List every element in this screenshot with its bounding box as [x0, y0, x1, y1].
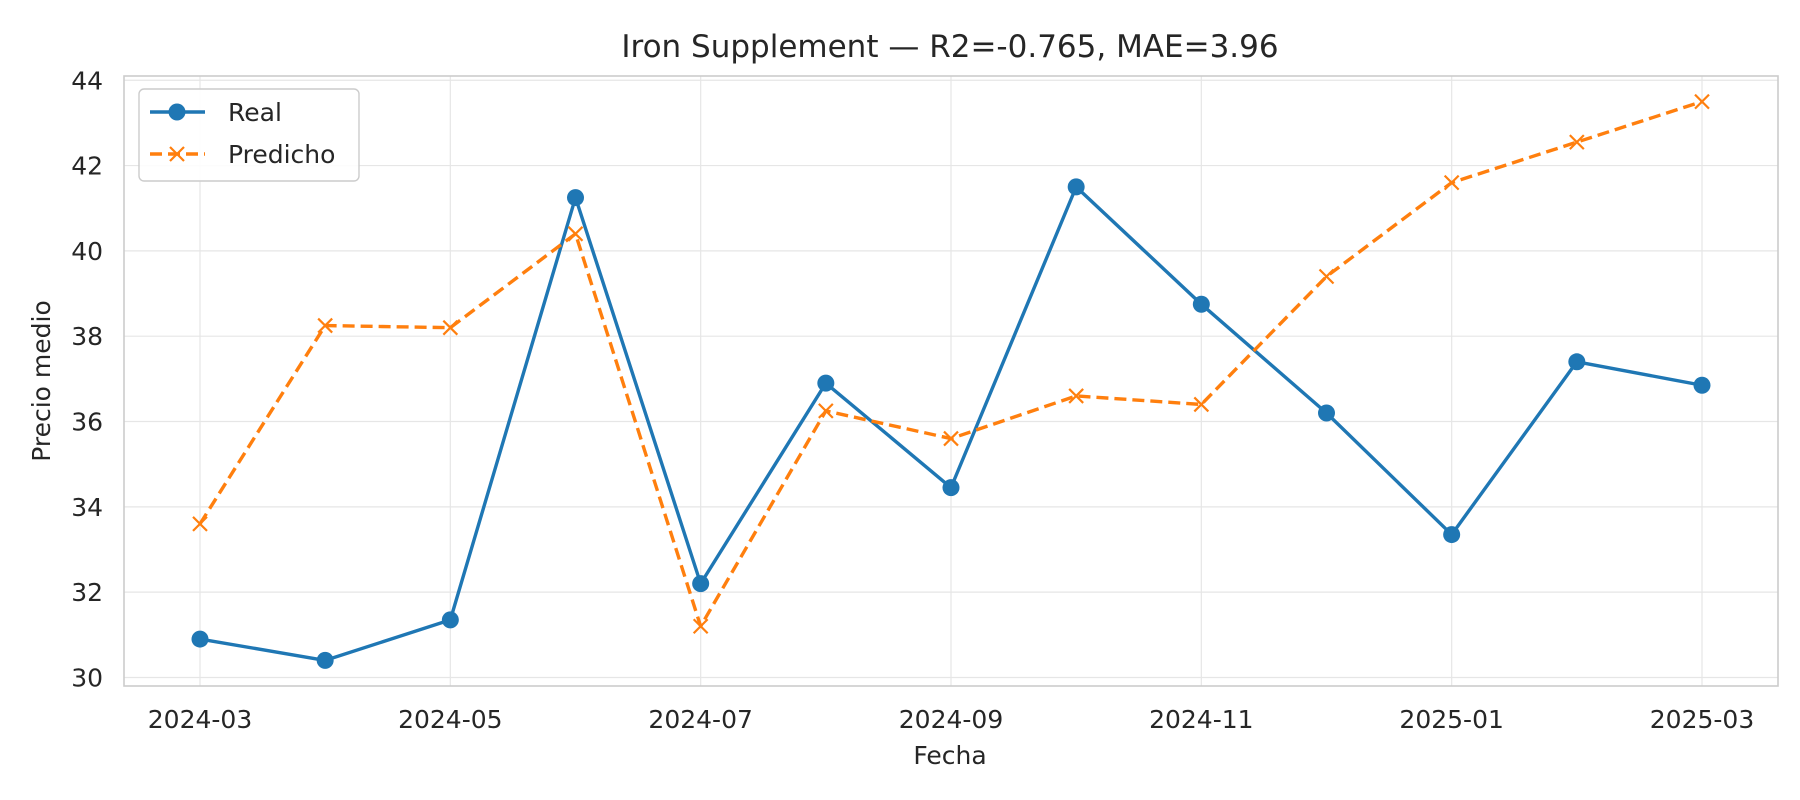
x-tick-label: 2025-03	[1650, 705, 1754, 734]
data-point	[1067, 178, 1085, 196]
legend-label: Real	[228, 98, 282, 127]
legend-label: Predicho	[228, 140, 335, 169]
data-point	[441, 611, 459, 629]
grid	[124, 76, 1778, 686]
y-tick-label: 44	[71, 66, 103, 95]
data-point	[316, 651, 334, 669]
y-axis-ticks: 30 32 34 36 38 40 42 44	[71, 66, 103, 692]
data-point	[1068, 388, 1084, 404]
legend-item: Predicho	[150, 140, 335, 169]
x-tick-label: 2024-03	[148, 705, 252, 734]
y-tick-label: 36	[71, 408, 103, 437]
data-point	[1569, 134, 1585, 150]
chart-title: Iron Supplement — R2=-0.765, MAE=3.96	[621, 29, 1278, 65]
data-point	[818, 403, 834, 419]
data-point	[692, 575, 710, 593]
data-point	[817, 374, 835, 392]
x-axis-label: Fecha	[913, 741, 986, 770]
data-point	[317, 317, 333, 334]
data-point	[943, 430, 959, 447]
legend-marker	[169, 146, 185, 162]
data-point	[1693, 376, 1711, 394]
y-tick-label: 40	[71, 237, 103, 266]
data-point	[192, 516, 208, 532]
data-point	[1318, 268, 1335, 285]
data-point	[1443, 174, 1460, 191]
x-tick-label: 2024-11	[1149, 705, 1253, 734]
data-point	[1694, 93, 1710, 110]
series-layer	[191, 93, 1711, 669]
data-point	[1192, 295, 1210, 313]
data-point	[692, 618, 709, 635]
x-tick-label: 2024-05	[398, 705, 502, 734]
data-point	[567, 226, 584, 242]
data-point	[191, 630, 209, 648]
legend-marker	[168, 103, 186, 121]
series-real	[191, 178, 1711, 669]
data-point	[1568, 353, 1586, 371]
data-point	[1318, 404, 1335, 422]
data-point	[1443, 526, 1461, 544]
legend-item: Real	[150, 98, 282, 127]
data-point	[442, 319, 459, 336]
x-axis-ticks: 2024-03 2024-05 2024-07 2024-09 2024-11 2025-…	[148, 705, 1754, 734]
y-tick-label: 38	[71, 322, 103, 351]
y-axis-label: Precio medio	[27, 300, 56, 462]
y-tick-label: 34	[71, 493, 103, 522]
y-tick-label: 30	[71, 663, 103, 692]
legend: Real Predicho	[138, 88, 360, 182]
series-predicho	[192, 93, 1710, 635]
data-point	[942, 479, 960, 497]
x-tick-label: 2025-01	[1399, 705, 1503, 734]
y-tick-label: 42	[71, 152, 103, 181]
data-point	[1193, 396, 1210, 413]
plot-frame	[123, 75, 1779, 687]
y-tick-label: 32	[71, 578, 103, 607]
data-point	[567, 189, 584, 207]
x-tick-label: 2024-09	[899, 705, 1003, 734]
x-tick-label: 2024-07	[648, 705, 752, 734]
